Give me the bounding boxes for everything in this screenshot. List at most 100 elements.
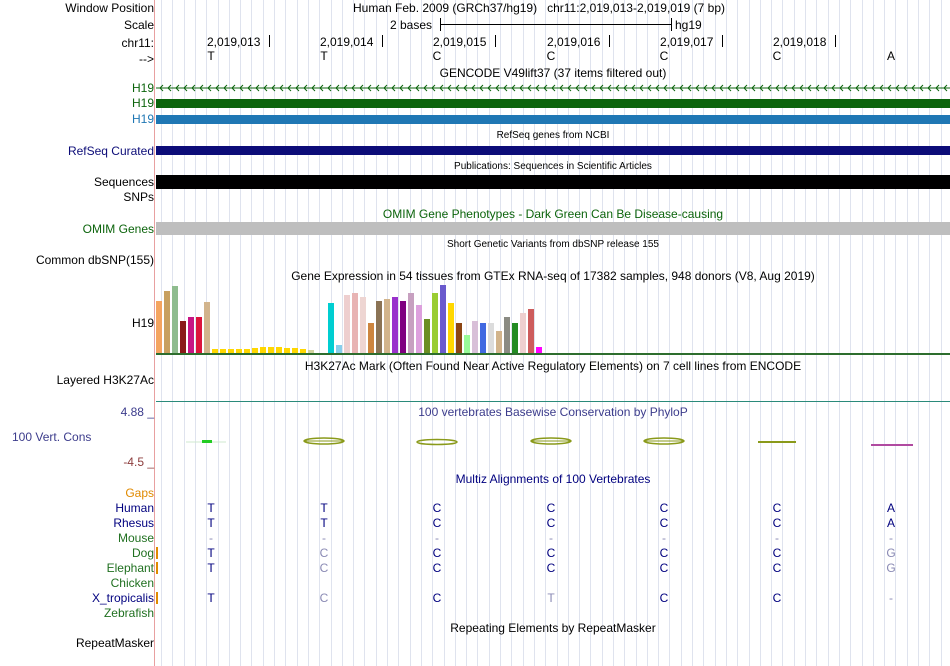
gtex-tissue-bar[interactable] <box>408 293 414 353</box>
grid-line <box>794 0 795 666</box>
omim-gene-bar[interactable] <box>156 222 950 235</box>
omim-track-title[interactable]: OMIM Gene Phenotypes - Dark Green Can Be… <box>382 207 724 221</box>
multiz-species-label[interactable]: Dog <box>131 546 154 560</box>
multiz-species-label[interactable]: Human <box>115 501 154 515</box>
grid-line <box>511 0 512 666</box>
gtex-tissue-bar[interactable] <box>496 331 502 353</box>
publications-sequence-bar[interactable] <box>156 175 950 189</box>
multiz-species-label[interactable]: Rhesus <box>113 516 154 530</box>
repeatmasker-track-title[interactable]: Repeating Elements by RepeatMasker <box>450 621 656 635</box>
gtex-tissue-bar[interactable] <box>504 317 510 353</box>
strand-chevron <box>679 84 684 92</box>
publications-label[interactable]: Sequences <box>93 175 154 189</box>
gencode-h19-exon-bar-2[interactable] <box>156 115 950 124</box>
gtex-tissue-bar[interactable] <box>180 321 186 353</box>
gtex-tissue-bar[interactable] <box>456 323 462 353</box>
gtex-tissue-bar[interactable] <box>300 349 306 353</box>
refseq-label[interactable]: RefSeq Curated <box>67 144 154 158</box>
gencode-row-label-2[interactable]: H19 <box>131 96 154 110</box>
gtex-tissue-bar[interactable] <box>464 335 470 353</box>
multiz-species-label[interactable]: Mouse <box>117 531 154 545</box>
phylop-label[interactable]: 100 Vert. Cons <box>12 430 92 444</box>
gtex-tissue-bar[interactable] <box>472 321 478 353</box>
aligned-base: - <box>662 531 666 545</box>
multiz-species-label[interactable]: Chicken <box>110 576 154 590</box>
grid-line <box>297 0 298 666</box>
gencode-track-title[interactable]: GENCODE V49lift37 (37 items filtered out… <box>439 66 667 80</box>
gtex-tissue-bar[interactable] <box>236 349 242 353</box>
gtex-tissue-bar[interactable] <box>276 347 282 353</box>
multiz-track-title[interactable]: Multiz Alignments of 100 Vertebrates <box>455 472 651 486</box>
gtex-tissue-bar[interactable] <box>384 299 390 353</box>
dbsnp-label[interactable]: Common dbSNP(155) <box>35 253 154 267</box>
assembly-position-text[interactable]: Human Feb. 2009 (GRCh37/hg19) chr11:2,01… <box>353 1 726 15</box>
gtex-tissue-bar[interactable] <box>328 303 334 353</box>
gtex-tissue-bar[interactable] <box>336 345 342 353</box>
gencode-h19-intron-line[interactable] <box>156 83 950 93</box>
gtex-tissue-bar[interactable] <box>360 297 366 353</box>
gtex-tissue-bar[interactable] <box>416 305 422 353</box>
gtex-tissue-bar[interactable] <box>156 301 162 353</box>
h3k27ac-label[interactable]: Layered H3K27Ac <box>56 373 154 387</box>
gtex-tissue-bar[interactable] <box>212 349 218 353</box>
gtex-tissue-bar[interactable] <box>352 293 358 353</box>
gtex-tissue-bar[interactable] <box>432 293 438 353</box>
gencode-row-label-1[interactable]: H19 <box>131 81 154 95</box>
gencode-h19-exon-bar[interactable] <box>156 99 950 108</box>
gtex-tissue-bar[interactable] <box>188 317 194 353</box>
gtex-tissue-bar[interactable] <box>220 349 226 353</box>
phylop-signal[interactable] <box>156 432 950 452</box>
gtex-tissue-bar[interactable] <box>368 323 374 353</box>
gtex-tissue-bar[interactable] <box>260 347 266 353</box>
grid-line <box>771 0 772 666</box>
gtex-tissue-bar[interactable] <box>512 323 518 353</box>
gtex-tissue-bar[interactable] <box>376 301 382 353</box>
gtex-tissue-bar[interactable] <box>400 301 406 353</box>
gtex-tissue-bar[interactable] <box>228 349 234 353</box>
gtex-tissue-bar[interactable] <box>392 297 398 353</box>
gtex-tissue-bar[interactable] <box>284 348 290 353</box>
gtex-expression-chart[interactable] <box>156 282 556 354</box>
gtex-tissue-bar[interactable] <box>252 348 258 353</box>
h3k27ac-track-title[interactable]: H3K27Ac Mark (Often Found Near Active Re… <box>304 359 802 373</box>
gtex-tissue-bar[interactable] <box>488 323 494 353</box>
multiz-species-label[interactable]: Elephant <box>106 561 154 575</box>
multiz-species-label[interactable]: Zebrafish <box>103 606 154 620</box>
aligned-base: A <box>886 516 895 530</box>
phylop-track-title[interactable]: 100 vertebrates Basewise Conservation by… <box>418 405 688 419</box>
gtex-tissue-bar[interactable] <box>520 313 526 353</box>
aligned-base: - <box>889 591 893 605</box>
gtex-tissue-bar[interactable] <box>480 323 486 353</box>
gtex-tissue-bar[interactable] <box>292 348 298 353</box>
dbsnp-track-title[interactable]: Short Genetic Variants from dbSNP releas… <box>447 239 659 250</box>
refseq-track-title[interactable]: RefSeq genes from NCBI <box>496 130 610 141</box>
gtex-tissue-bar[interactable] <box>344 295 350 353</box>
gtex-tissue-bar[interactable] <box>204 302 210 353</box>
gencode-row-label-3[interactable]: H19 <box>131 112 154 126</box>
gtex-tissue-bar[interactable] <box>536 347 542 353</box>
strand-chevron <box>199 84 204 92</box>
aligned-base: C <box>319 591 329 605</box>
aligned-base: C <box>659 561 669 575</box>
strand-chevron <box>455 84 460 92</box>
grid-line <box>568 0 569 666</box>
gtex-tissue-bar[interactable] <box>424 319 430 353</box>
aligned-base: C <box>432 516 442 530</box>
gtex-tissue-bar[interactable] <box>268 347 274 353</box>
gtex-label[interactable]: H19 <box>131 316 154 330</box>
gtex-tissue-bar[interactable] <box>308 350 314 353</box>
gtex-tissue-bar[interactable] <box>172 286 178 353</box>
multiz-species-label[interactable]: X_tropicalis <box>91 591 154 605</box>
gtex-tissue-bar[interactable] <box>164 291 170 353</box>
publications-track-title[interactable]: Publications: Sequences in Scientific Ar… <box>454 161 652 172</box>
grid-line <box>342 0 343 666</box>
gtex-tissue-bar[interactable] <box>528 309 534 353</box>
repeatmasker-label[interactable]: RepeatMasker <box>75 636 154 650</box>
gtex-tissue-bar[interactable] <box>244 349 250 353</box>
omim-label[interactable]: OMIM Genes <box>82 222 154 236</box>
gtex-tissue-bar[interactable] <box>440 285 446 353</box>
gtex-track-title[interactable]: Gene Expression in 54 tissues from GTEx … <box>291 269 815 283</box>
refseq-gene-bar[interactable] <box>156 146 950 155</box>
gtex-tissue-bar[interactable] <box>196 317 202 353</box>
gtex-tissue-bar[interactable] <box>448 303 454 353</box>
